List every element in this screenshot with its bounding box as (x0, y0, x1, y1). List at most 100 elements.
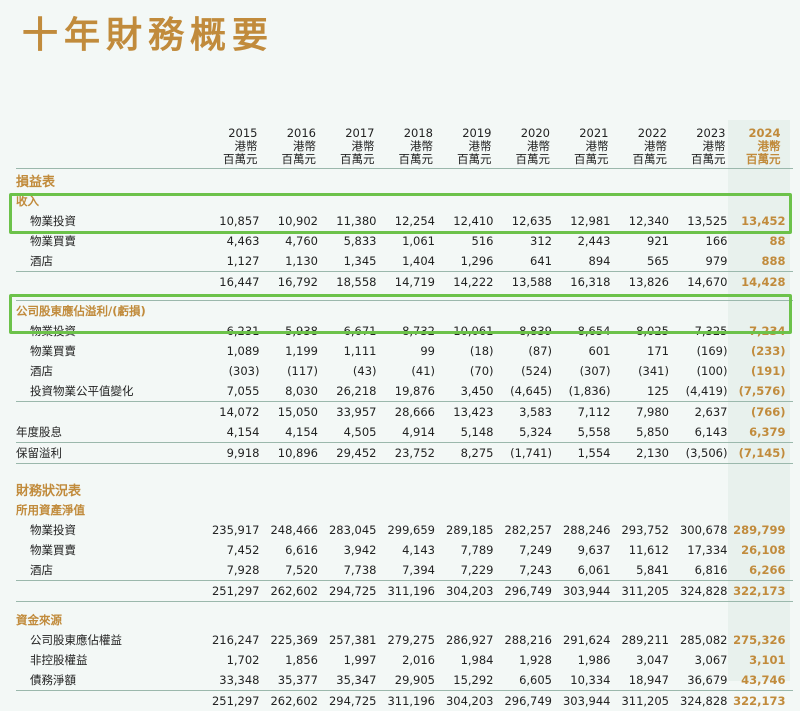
cell-value: 257,381 (322, 630, 381, 650)
cell-value: 6,616 (264, 540, 323, 560)
cell-value: 311,205 (615, 691, 674, 711)
cell-value: 251,297 (205, 581, 264, 602)
row-label: 酒店 (16, 560, 205, 581)
highlight-box-profit (9, 294, 792, 334)
cell-value: 283,045 (322, 520, 381, 540)
cell-value: 5,833 (322, 231, 381, 251)
row-label: 公司股東應佔權益 (16, 630, 205, 650)
cell-value: 6,143 (673, 422, 732, 443)
cell-value: 35,377 (264, 670, 323, 691)
cell-value: (303) (205, 361, 264, 381)
cell-value: 7,394 (381, 560, 440, 581)
cell-value: 5,850 (615, 422, 674, 443)
cell-value: 7,249 (498, 540, 557, 560)
cell-value: 7,928 (205, 560, 264, 581)
cell-value: 5,841 (615, 560, 674, 581)
cell-value: 36,679 (673, 670, 732, 691)
cell-value: (70) (439, 361, 498, 381)
row-label: 債務淨額 (16, 670, 205, 691)
cell-value: 17,334 (673, 540, 732, 560)
cell-value: 311,205 (615, 581, 674, 602)
cell-value: 29,905 (381, 670, 440, 691)
cell-value: 1,404 (381, 251, 440, 272)
cell-value: 565 (615, 251, 674, 272)
cell-value: 4,505 (322, 422, 381, 443)
cell-value: 13,588 (498, 272, 557, 293)
row-label (16, 272, 205, 293)
cell-value: 1,130 (264, 251, 323, 272)
cell-value: 921 (615, 231, 674, 251)
cell-value: 1,986 (556, 650, 615, 670)
cell-value: 7,229 (439, 560, 498, 581)
cell-value: 303,944 (556, 691, 615, 711)
cell-value: 322,173 (732, 581, 793, 602)
cell-value: 14,072 (205, 402, 264, 423)
cell-value: 7,452 (205, 540, 264, 560)
cell-value: 6,061 (556, 560, 615, 581)
row-label: 酒店 (16, 251, 205, 272)
cell-value: 33,957 (322, 402, 381, 423)
cell-value: 4,463 (205, 231, 264, 251)
row-label: 投資物業公平值變化 (16, 381, 205, 402)
cell-value: (524) (498, 361, 557, 381)
cell-value: 1,296 (439, 251, 498, 272)
cell-value: 7,055 (205, 381, 264, 402)
cell-value: 4,760 (264, 231, 323, 251)
cell-value: 262,602 (264, 691, 323, 711)
cell-value: (1,836) (556, 381, 615, 402)
cell-value: 3,450 (439, 381, 498, 402)
cell-value: 304,203 (439, 691, 498, 711)
cell-value: 6,379 (732, 422, 793, 443)
cell-value: 9,918 (205, 443, 264, 464)
cell-value: 288,246 (556, 520, 615, 540)
cell-value: 322,173 (732, 691, 793, 711)
cell-value: 7,112 (556, 402, 615, 423)
cell-value: 15,292 (439, 670, 498, 691)
cell-value: 14,670 (673, 272, 732, 293)
cell-value: 171 (615, 341, 674, 361)
cell-value: 299,659 (381, 520, 440, 540)
cell-value: 26,218 (322, 381, 381, 402)
cell-value: 16,318 (556, 272, 615, 293)
cell-value: 285,082 (673, 630, 732, 650)
cell-value: 166 (673, 231, 732, 251)
cell-value: (4,645) (498, 381, 557, 402)
row-label: 物業投資 (16, 520, 205, 540)
cell-value: 28,666 (381, 402, 440, 423)
cell-value: 894 (556, 251, 615, 272)
cell-value: (169) (673, 341, 732, 361)
cell-value: 888 (732, 251, 793, 272)
cell-value: 7,789 (439, 540, 498, 560)
cell-value: 288,216 (498, 630, 557, 650)
cell-value: (1,741) (498, 443, 557, 464)
cell-value: (233) (732, 341, 793, 361)
row-label (16, 691, 205, 711)
cell-value: 16,447 (205, 272, 264, 293)
row-label: 保留溢利 (16, 443, 205, 464)
row-label: 年度股息 (16, 422, 205, 443)
row-label: 物業買賣 (16, 540, 205, 560)
cell-value: 6,266 (732, 560, 793, 581)
cell-value: 296,749 (498, 691, 557, 711)
cell-value: (100) (673, 361, 732, 381)
cell-value: 2,443 (556, 231, 615, 251)
cell-value: 2,130 (615, 443, 674, 464)
cell-value: 13,423 (439, 402, 498, 423)
section-income-statement: 損益表 (16, 169, 793, 192)
cell-value: (307) (556, 361, 615, 381)
